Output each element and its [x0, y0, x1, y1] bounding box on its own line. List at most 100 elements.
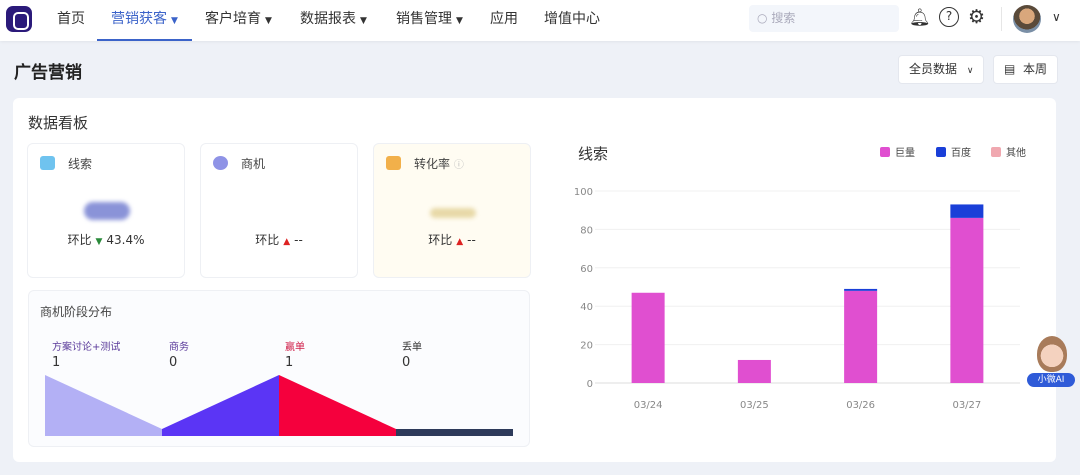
nav-marketing[interactable]: 营销获客 ▼ — [97, 0, 192, 41]
trend-down-icon: ▼ — [95, 237, 103, 247]
chevron-down-icon: ▼ — [265, 16, 272, 26]
y-tick-label: 0 — [587, 379, 593, 390]
date-label: 本周 — [1022, 62, 1047, 76]
nav-apps[interactable]: 应用 — [490, 0, 518, 41]
stage-area-0[interactable] — [45, 375, 162, 436]
help-icon[interactable]: ? — [939, 7, 959, 27]
search-placeholder: 搜索 — [771, 11, 796, 25]
card-compare: 环比 ▲ -- — [201, 231, 357, 248]
ai-assistant-button[interactable]: 小微AI — [1026, 336, 1076, 388]
top-nav: 首页 营销获客 ▼ 客户培育 ▼ 数据报表 ▼ 销售管理 ▼ 应用 增值中心 ○ 搜索 … — [0, 0, 1080, 41]
compare-value: 43.4% — [106, 233, 145, 247]
stage-area-2[interactable] — [279, 375, 396, 436]
trend-up-icon: ▲ — [283, 237, 291, 247]
x-tick-label: 03/26 — [846, 400, 875, 411]
bar-巨量[interactable] — [950, 217, 984, 383]
search-input[interactable]: ○ 搜索 — [749, 5, 899, 32]
bar-百度[interactable] — [950, 204, 984, 218]
bar-百度[interactable] — [844, 288, 878, 291]
gear-icon[interactable]: ⚙ — [968, 6, 986, 28]
app-logo[interactable] — [6, 6, 32, 32]
y-tick-label: 60 — [580, 264, 593, 275]
stage-distribution: 商机阶段分布 方案讨论+测试 1 商务 0 赢单 1 丢单 0 — [28, 290, 530, 447]
legend-label: 其他 — [1006, 148, 1026, 159]
legend-item[interactable]: 巨量 — [880, 144, 915, 159]
legend-swatch — [880, 146, 890, 157]
stage-label: 赢单 — [285, 342, 305, 353]
nav-value-center[interactable]: 增值中心 — [544, 0, 600, 41]
bar-巨量[interactable] — [737, 359, 771, 383]
nav-label: 数据报表 — [300, 11, 356, 27]
conversion-card[interactable]: 转化率 ⓘ 环比 ▲ -- — [373, 143, 531, 278]
legend-label: 巨量 — [895, 148, 915, 159]
chevron-down-icon[interactable]: ∨ — [1052, 10, 1061, 24]
compare-label: 环比 — [255, 233, 280, 247]
bell-icon[interactable]: 🔔︎ — [909, 8, 931, 28]
trend-up-icon: ▲ — [456, 237, 464, 247]
card-label: 线索 — [68, 157, 93, 171]
leads-icon — [40, 156, 55, 170]
chevron-down-icon: ▼ — [360, 16, 367, 26]
y-tick-label: 80 — [580, 225, 593, 236]
stage-label: 丢单 — [402, 342, 422, 353]
masked-value — [84, 202, 130, 220]
chart-title: 线索 — [578, 145, 609, 163]
stage-value: 1 — [285, 355, 294, 370]
calendar-icon: ▤ — [1004, 62, 1016, 76]
bar-巨量[interactable] — [631, 292, 665, 383]
y-tick-label: 100 — [574, 187, 593, 198]
nav-reports[interactable]: 数据报表 ▼ — [300, 0, 367, 41]
stage-value: 0 — [402, 355, 411, 370]
info-icon[interactable]: ⓘ — [453, 160, 464, 171]
x-tick-label: 03/25 — [740, 400, 769, 411]
avatar[interactable] — [1013, 5, 1041, 33]
compare-value: -- — [467, 233, 476, 247]
stage-value: 0 — [169, 355, 178, 370]
card-label: 商机 — [241, 157, 266, 171]
x-tick-label: 03/24 — [634, 400, 663, 411]
stage-title: 商机阶段分布 — [40, 305, 113, 319]
nav-label: 增值中心 — [544, 11, 600, 27]
y-tick-label: 40 — [580, 302, 593, 313]
nav-home[interactable]: 首页 — [57, 0, 85, 41]
stage-area-chart — [45, 375, 513, 436]
legend-label: 百度 — [951, 148, 971, 159]
masked-value — [430, 208, 476, 218]
conversion-icon — [386, 156, 401, 170]
search-icon: ○ — [757, 11, 768, 25]
legend-swatch — [991, 146, 1001, 157]
opportunity-icon — [213, 156, 228, 170]
opportunities-card[interactable]: 商机 环比 ▲ -- — [200, 143, 358, 278]
nav-sales[interactable]: 销售管理 ▼ — [396, 0, 463, 41]
member-filter-select[interactable]: 全员数据 ∨ — [898, 55, 985, 84]
assistant-avatar — [1037, 336, 1067, 372]
divider — [1001, 7, 1002, 31]
x-tick-label: 03/27 — [952, 400, 981, 411]
stage-area-1[interactable] — [162, 375, 279, 436]
leads-card[interactable]: 线索 环比 ▼ 43.4% — [27, 143, 185, 278]
chevron-down-icon: ∨ — [966, 66, 974, 76]
y-tick-label: 20 — [580, 341, 593, 352]
leads-bar-chart: 0 20 40 60 80 100 03/24 03/25 03/26 03/27 — [574, 187, 1020, 411]
bar-巨量[interactable] — [844, 290, 878, 383]
stage-label: 方案讨论+测试 — [52, 342, 121, 353]
chevron-down-icon: ▼ — [456, 16, 463, 26]
assistant-label: 小微AI — [1027, 373, 1075, 387]
nav-label: 营销获客 — [111, 11, 167, 27]
card-label-wrap: 转化率 ⓘ — [414, 155, 464, 172]
stage-area-3[interactable] — [396, 429, 513, 436]
nav-label: 销售管理 — [396, 11, 452, 27]
card-label: 转化率 — [414, 157, 451, 171]
legend-item[interactable]: 其他 — [991, 144, 1026, 159]
stage-value: 1 — [52, 355, 61, 370]
nav-label: 应用 — [490, 11, 518, 27]
legend-item[interactable]: 百度 — [936, 144, 971, 159]
chevron-down-icon: ▼ — [171, 16, 178, 26]
compare-label: 环比 — [428, 233, 453, 247]
filter-label: 全员数据 — [909, 62, 958, 76]
compare-value: -- — [294, 233, 303, 247]
nav-nurture[interactable]: 客户培育 ▼ — [205, 0, 272, 41]
date-range-button[interactable]: ▤ 本周 — [993, 55, 1058, 84]
card-compare: 环比 ▼ 43.4% — [28, 231, 184, 248]
nav-label: 客户培育 — [205, 11, 261, 27]
